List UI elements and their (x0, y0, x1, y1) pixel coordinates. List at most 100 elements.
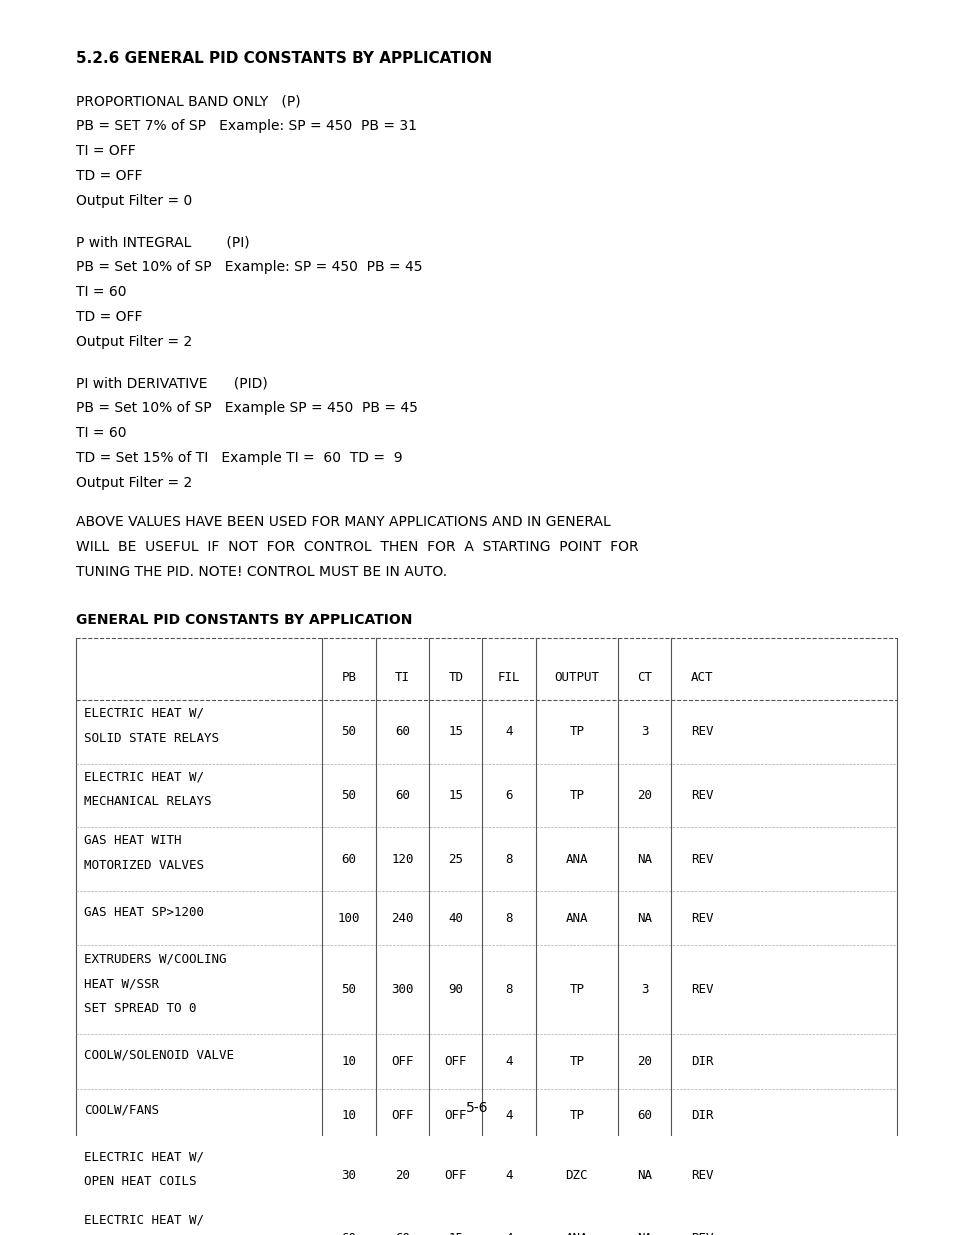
Text: TP: TP (569, 1055, 583, 1068)
Text: 300: 300 (391, 983, 414, 997)
Text: ANA: ANA (565, 911, 587, 925)
Text: 15: 15 (448, 725, 463, 739)
Text: REV: REV (690, 911, 713, 925)
Text: MOTORIZED VALVES: MOTORIZED VALVES (84, 860, 204, 872)
Text: ELECTRIC HEAT W/: ELECTRIC HEAT W/ (84, 706, 204, 720)
Text: ANA: ANA (565, 1233, 587, 1235)
Text: PB: PB (341, 671, 356, 684)
Text: 60: 60 (637, 1109, 651, 1123)
Text: 15: 15 (448, 789, 463, 802)
Text: 100: 100 (337, 911, 360, 925)
Text: 3: 3 (640, 725, 647, 739)
Text: TD = Set 15% of TI   Example TI =  60  TD =  9: TD = Set 15% of TI Example TI = 60 TD = … (76, 451, 402, 466)
Text: 120: 120 (391, 852, 414, 866)
Text: DIR: DIR (690, 1055, 713, 1068)
Text: P with INTEGRAL        (PI): P with INTEGRAL (PI) (76, 235, 250, 249)
Text: NA: NA (637, 911, 651, 925)
Text: GAS HEAT SP>1200: GAS HEAT SP>1200 (84, 905, 204, 919)
Text: 8: 8 (505, 983, 513, 997)
Text: TD: TD (448, 671, 463, 684)
Text: PB = Set 10% of SP   Example SP = 450  PB = 45: PB = Set 10% of SP Example SP = 450 PB =… (76, 401, 417, 415)
Text: 20: 20 (637, 789, 651, 802)
Text: WILL  BE  USEFUL  IF  NOT  FOR  CONTROL  THEN  FOR  A  STARTING  POINT  FOR: WILL BE USEFUL IF NOT FOR CONTROL THEN F… (76, 540, 639, 553)
Text: 4: 4 (505, 1168, 513, 1182)
Text: PB = SET 7% of SP   Example: SP = 450  PB = 31: PB = SET 7% of SP Example: SP = 450 PB =… (76, 120, 416, 133)
Text: 60: 60 (341, 852, 356, 866)
Text: 3: 3 (640, 983, 647, 997)
Text: 10: 10 (341, 1055, 356, 1068)
Text: OFF: OFF (444, 1109, 467, 1123)
Text: 20: 20 (637, 1055, 651, 1068)
Text: 5.2.6 GENERAL PID CONSTANTS BY APPLICATION: 5.2.6 GENERAL PID CONSTANTS BY APPLICATI… (76, 51, 492, 67)
Text: 4: 4 (505, 1109, 513, 1123)
Text: NA: NA (637, 852, 651, 866)
Text: 90: 90 (448, 983, 463, 997)
Text: REV: REV (690, 852, 713, 866)
Text: GAS HEAT WITH: GAS HEAT WITH (84, 834, 181, 847)
Text: OFF: OFF (391, 1055, 414, 1068)
Text: NA: NA (637, 1233, 651, 1235)
Text: 8: 8 (505, 911, 513, 925)
Text: 5-6: 5-6 (465, 1102, 488, 1115)
Text: MECHANICAL RELAYS: MECHANICAL RELAYS (84, 795, 212, 809)
Text: TP: TP (569, 1109, 583, 1123)
Text: ABOVE VALUES HAVE BEEN USED FOR MANY APPLICATIONS AND IN GENERAL: ABOVE VALUES HAVE BEEN USED FOR MANY APP… (76, 515, 611, 529)
Text: 60: 60 (341, 1233, 356, 1235)
Text: OUTPUT: OUTPUT (554, 671, 598, 684)
Text: OFF: OFF (391, 1109, 414, 1123)
Text: ACT: ACT (690, 671, 713, 684)
Text: 60: 60 (395, 1233, 410, 1235)
Text: TI = OFF: TI = OFF (76, 144, 136, 158)
Text: EXTRUDERS W/COOLING: EXTRUDERS W/COOLING (84, 952, 226, 966)
Text: COOLW/FANS: COOLW/FANS (84, 1103, 159, 1116)
Text: GENERAL PID CONSTANTS BY APPLICATION: GENERAL PID CONSTANTS BY APPLICATION (76, 613, 413, 626)
Text: OPEN HEAT COILS: OPEN HEAT COILS (84, 1174, 196, 1188)
Text: 25: 25 (448, 852, 463, 866)
Text: TD = OFF: TD = OFF (76, 310, 143, 325)
Text: 50: 50 (341, 983, 356, 997)
Text: 50: 50 (341, 789, 356, 802)
Text: REV: REV (690, 789, 713, 802)
Text: TP: TP (569, 789, 583, 802)
Text: ELECTRIC HEAT W/: ELECTRIC HEAT W/ (84, 1150, 204, 1163)
Text: ELECTRIC HEAT W/: ELECTRIC HEAT W/ (84, 771, 204, 783)
Text: Output Filter = 0: Output Filter = 0 (76, 194, 193, 209)
Text: TI: TI (395, 671, 410, 684)
Text: SET SPREAD TO 0: SET SPREAD TO 0 (84, 1003, 196, 1015)
Text: 60: 60 (395, 789, 410, 802)
Text: CT: CT (637, 671, 651, 684)
Text: ANA: ANA (565, 852, 587, 866)
Text: REV: REV (690, 983, 713, 997)
Text: TUNING THE PID. NOTE! CONTROL MUST BE IN AUTO.: TUNING THE PID. NOTE! CONTROL MUST BE IN… (76, 564, 447, 579)
Text: REV: REV (690, 725, 713, 739)
Text: 60: 60 (395, 725, 410, 739)
Text: 4: 4 (505, 1055, 513, 1068)
Text: 4: 4 (505, 725, 513, 739)
Text: 240: 240 (391, 911, 414, 925)
Text: ELECTRIC HEAT W/: ELECTRIC HEAT W/ (84, 1214, 204, 1226)
Text: TI = 60: TI = 60 (76, 285, 127, 299)
Text: TP: TP (569, 725, 583, 739)
Text: Output Filter = 2: Output Filter = 2 (76, 335, 193, 350)
Text: TD = OFF: TD = OFF (76, 169, 143, 183)
Text: DIR: DIR (690, 1109, 713, 1123)
Text: OFF: OFF (444, 1168, 467, 1182)
Text: NA: NA (637, 1168, 651, 1182)
Text: 8: 8 (505, 852, 513, 866)
Text: 40: 40 (448, 911, 463, 925)
Text: 50: 50 (341, 725, 356, 739)
Text: 10: 10 (341, 1109, 356, 1123)
Text: 30: 30 (341, 1168, 356, 1182)
Text: 15: 15 (448, 1233, 463, 1235)
Text: PB = Set 10% of SP   Example: SP = 450  PB = 45: PB = Set 10% of SP Example: SP = 450 PB … (76, 261, 422, 274)
Text: PROPORTIONAL BAND ONLY   (P): PROPORTIONAL BAND ONLY (P) (76, 94, 300, 109)
Text: REV: REV (690, 1168, 713, 1182)
Text: PI with DERIVATIVE      (PID): PI with DERIVATIVE (PID) (76, 377, 268, 390)
Text: HEAT W/SSR: HEAT W/SSR (84, 977, 159, 990)
Text: DZC: DZC (565, 1168, 587, 1182)
Text: OFF: OFF (444, 1055, 467, 1068)
Text: 6: 6 (505, 789, 513, 802)
Text: TI = 60: TI = 60 (76, 426, 127, 440)
Text: TP: TP (569, 983, 583, 997)
Text: Output Filter = 2: Output Filter = 2 (76, 477, 193, 490)
